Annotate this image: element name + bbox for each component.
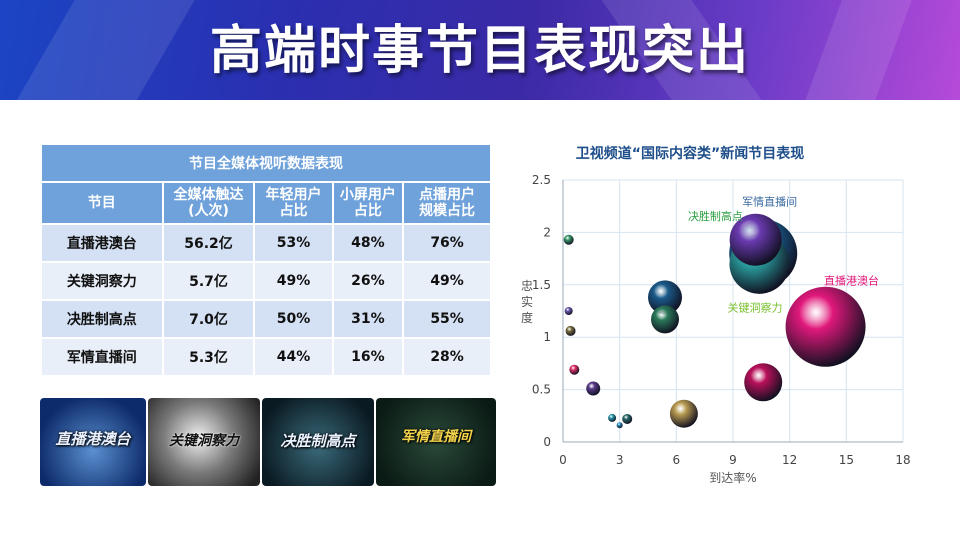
bubble-label: 关键洞察力 [728, 300, 783, 314]
bubble-point [565, 325, 576, 336]
cell-vod: 55% [402, 299, 492, 339]
x-tick-label: 12 [782, 453, 797, 467]
thumbnail-label: 军情直播间 [401, 429, 471, 445]
thumbnail-label: 直播港澳台 [55, 430, 131, 448]
audience-data-table: 节目全媒体视听数据表现 节目 全媒体触达 (人次) 年轻用户 占比 小屏用户 占比 点… [40, 143, 492, 377]
y-tick-label: 1 [543, 330, 551, 344]
chart-title: 卫视频道“国际内容类”新闻节目表现 [576, 145, 804, 162]
cell-vod: 76% [402, 223, 492, 263]
y-tick-label: 0.5 [532, 383, 551, 397]
bubble-point [569, 364, 580, 375]
cell-reach: 56.2亿 [161, 223, 256, 263]
table-header-row: 节目 全媒体触达 (人次) 年轻用户 占比 小屏用户 占比 点播用户 规模占比 [40, 181, 492, 225]
page-title: 高端时事节目表现突出 [209, 21, 750, 81]
y-tick-label: 2.5 [532, 173, 551, 187]
header-small-screen: 小屏用户 占比 [331, 181, 405, 225]
cell-young: 49% [253, 261, 334, 301]
bubble-point [608, 413, 617, 422]
table-row: 决胜制高点 7.0亿 50% 31% 55% [40, 299, 492, 339]
thumbnail-junqing-zhiboJian: 军情直播间 [376, 398, 496, 486]
cell-vod: 49% [402, 261, 492, 301]
y-tick-label: 1.5 [532, 278, 551, 292]
bubble-point [651, 305, 679, 334]
bubble-point [564, 307, 573, 315]
thumbnail-guanjian-dongchali: 关键洞察力 [148, 398, 260, 486]
bubble-point [563, 234, 574, 245]
bubble-point [622, 413, 633, 424]
thumbnail-label: 决胜制高点 [280, 432, 356, 450]
cell-young: 50% [253, 299, 334, 339]
x-tick-label: 6 [673, 453, 681, 467]
thumbnail-juesheng-zhigaodian: 决胜制高点 [262, 398, 374, 486]
table-row: 军情直播间 5.3亿 44% 16% 28% [40, 337, 492, 377]
cell-small-screen: 16% [331, 337, 405, 377]
x-tick-label: 15 [839, 453, 854, 467]
cell-small-screen: 31% [331, 299, 405, 339]
title-banner: 高端时事节目表现突出 [0, 0, 960, 100]
cell-young: 53% [253, 223, 334, 263]
table-row: 关键洞察力 5.7亿 49% 26% 49% [40, 261, 492, 301]
bubble-label: 决胜制高点 [688, 209, 743, 223]
x-tick-label: 0 [559, 453, 567, 467]
bubble-point [729, 213, 782, 266]
y-axis-label: 忠实度 [521, 279, 533, 325]
thumbnail-label: 关键洞察力 [169, 433, 239, 449]
cell-reach: 5.7亿 [161, 261, 256, 301]
header-program: 节目 [40, 181, 164, 225]
x-axis-label: 到达率% [709, 470, 756, 485]
y-tick-label: 2 [543, 225, 551, 239]
table-row: 直播港澳台 56.2亿 53% 48% 76% [40, 223, 492, 263]
bubble-point [616, 422, 623, 429]
cell-program: 关键洞察力 [40, 261, 164, 301]
y-axis-label-char: 度 [521, 310, 533, 325]
cell-small-screen: 26% [331, 261, 405, 301]
bubble-point [744, 363, 783, 402]
table-caption: 节目全媒体视听数据表现 [40, 143, 492, 183]
cell-program: 直播港澳台 [40, 223, 164, 263]
y-tick-label: 0 [543, 435, 551, 449]
y-axis-label-char: 忠 [521, 279, 533, 293]
program-thumbnails: 直播港澳台 关键洞察力 决胜制高点 军情直播间 [40, 398, 496, 486]
thumbnail-zhibo-gangaotai: 直播港澳台 [40, 398, 146, 486]
cell-small-screen: 48% [331, 223, 405, 263]
cell-reach: 5.3亿 [161, 337, 256, 377]
bubble-chart: 卫视频道“国际内容类”新闻节目表现 0 3 6 9 12 15 18 0 0.5 1 1.5 2 2.5… [521, 145, 911, 485]
header-reach: 全媒体触达 (人次) [161, 181, 256, 225]
cell-young: 44% [253, 337, 334, 377]
bubble-point [785, 286, 866, 367]
header-vod: 点播用户 规模占比 [402, 181, 492, 225]
cell-program: 决胜制高点 [40, 299, 164, 339]
bubble-label: 直播港澳台 [824, 274, 879, 288]
y-axis-label-char: 实 [521, 294, 533, 309]
bubble-point [669, 399, 698, 428]
x-tick-label: 3 [616, 453, 624, 467]
header-young-users: 年轻用户 占比 [253, 181, 334, 225]
bubble-point [648, 280, 682, 315]
x-tick-label: 18 [895, 453, 910, 467]
cell-vod: 28% [402, 337, 492, 377]
x-tick-label: 9 [729, 453, 737, 467]
cell-reach: 7.0亿 [161, 299, 256, 339]
cell-program: 军情直播间 [40, 337, 164, 377]
bubble-point [586, 381, 601, 396]
bubble-label: 军情直播间 [742, 195, 797, 209]
